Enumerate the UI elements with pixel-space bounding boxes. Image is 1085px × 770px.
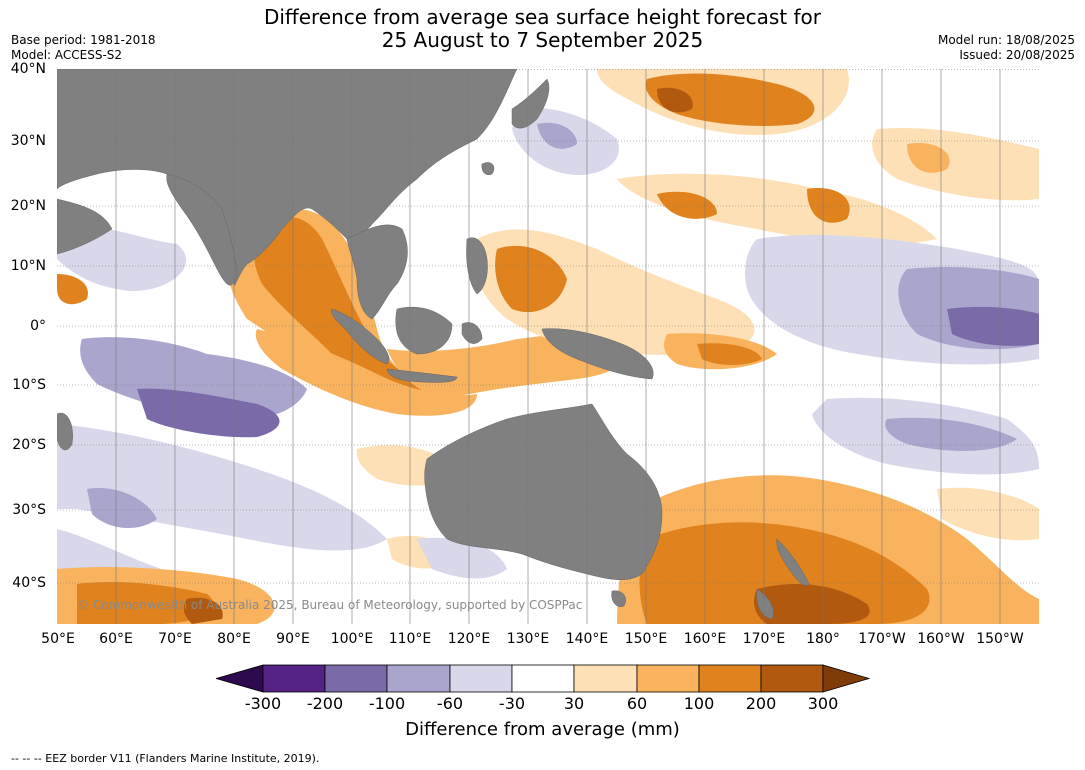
lon-label-50e: 50°E [41,631,75,647]
chart-title-line2: 25 August to 7 September 2025 [381,28,704,52]
lat-label-40n: 40°N [10,61,46,77]
sea-surface-height-map: © Commonwealth of Australia 2025, Bureau… [57,69,1039,624]
eez-border-note: -- -- -- EEZ border V11 (Flanders Marine… [11,752,320,765]
lat-label-10n: 10°N [10,258,46,274]
colorbar-label: 100 [683,694,715,713]
lat-label-30n: 30°N [10,133,46,149]
colorbar [216,664,870,693]
map-canvas [57,69,1039,624]
chart-title-line1: Difference from average sea surface heig… [263,5,822,29]
land-masses [57,69,810,620]
colorbar-bin-8 [698,664,762,693]
colorbar-title: Difference from average (mm) [405,719,680,740]
colorbar-bin-3 [386,664,451,693]
model-name: Model: ACCESS-S2 [11,48,123,62]
lon-label-160e: 160°E [683,631,727,647]
base-period: Base period: 1981-2018 [11,33,156,47]
lat-label-40s: 40°S [12,575,46,591]
colorbar-label: -100 [368,694,406,713]
lon-label-100e: 100°E [330,631,374,647]
lon-label-80e: 80°E [217,631,251,647]
colorbar-bin-2 [324,664,388,693]
model-run-date: Model run: 18/08/2025 [937,33,1075,47]
lon-label-110e: 110°E [388,631,432,647]
colorbar-bin-6 [573,664,638,693]
colorbar-overflow-triangle [822,664,870,693]
issued-date: Issued: 20/08/2025 [959,48,1075,62]
colorbar-label: 200 [745,694,777,713]
lon-label-120e: 120°E [447,631,491,647]
colorbar-label: -300 [244,694,282,713]
copyright-notice: © Commonwealth of Australia 2025, Bureau… [77,598,583,612]
colorbar-label: -30 [498,694,526,713]
lon-label-170w: 170°W [858,631,906,647]
colorbar-bin-1 [262,664,326,693]
lon-label-90e: 90°E [276,631,310,647]
colorbar-label: -200 [306,694,344,713]
colorbar-label: 60 [626,694,648,713]
lat-label-10s: 10°S [12,377,46,393]
colorbar-bin-9 [760,664,824,693]
lon-label-140e: 140°E [565,631,609,647]
lon-label-70e: 70°E [158,631,192,647]
colorbar-bin-7 [636,664,700,693]
lon-label-150e: 150°E [624,631,668,647]
colorbar-bin-5 [511,664,575,693]
colorbar-label: -60 [436,694,464,713]
colorbar-label: 300 [807,694,839,713]
lon-label-60e: 60°E [99,631,133,647]
colorbar-label: 30 [563,694,585,713]
lon-label-160w: 160°W [917,631,965,647]
anomaly-patches [57,69,1039,624]
lon-label-130e: 130°E [506,631,550,647]
lat-label-20n: 20°N [10,198,46,214]
lat-label-20s: 20°S [12,437,46,453]
lon-label-150w: 150°W [976,631,1024,647]
lon-label-170e: 170°E [742,631,786,647]
graticule [57,69,1039,624]
lat-label-30s: 30°S [12,502,46,518]
colorbar-underflow-triangle [216,664,264,693]
lat-label-0: 0° [30,318,46,334]
colorbar-bin-4 [449,664,513,693]
lon-label-180: 180° [806,631,840,647]
